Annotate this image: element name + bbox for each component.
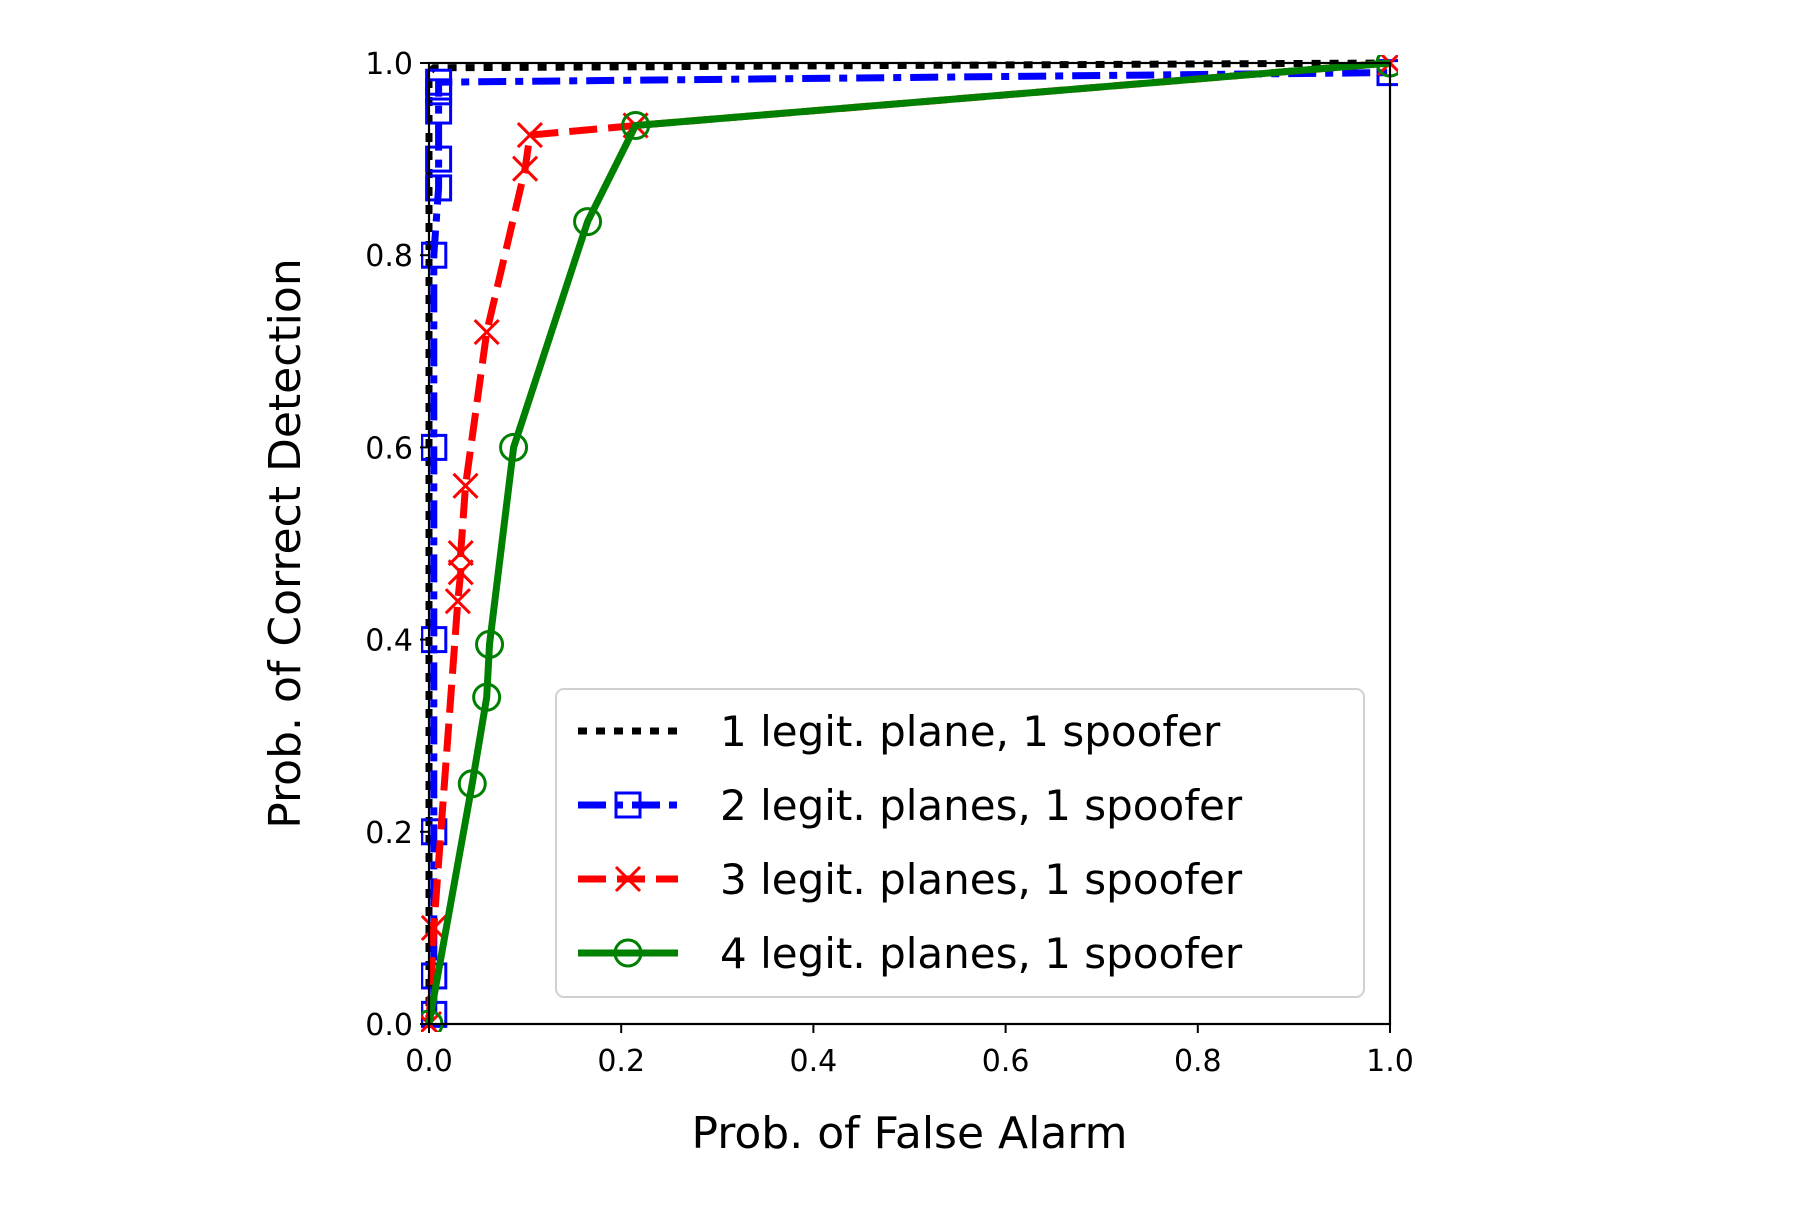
data-point [457, 769, 487, 799]
y-tick-label: 0.6 [365, 431, 413, 466]
x-tick-label: 0.2 [597, 1044, 645, 1079]
y-tick-label: 0.0 [365, 1008, 413, 1043]
data-point [425, 68, 453, 96]
data-point [425, 97, 453, 125]
legend-entry: 4 legit. planes, 1 spoofer [578, 929, 1243, 978]
x-tick-label: 0.0 [405, 1044, 453, 1079]
x-tick-label: 1.0 [1366, 1044, 1414, 1079]
legend-label: 2 legit. planes, 1 spoofer [720, 781, 1243, 830]
ticks-layer: 0.0 0.2 0.4 0.6 0.8 1.0 0.0 0.2 0.4 0.6 0.8 1.0 [365, 47, 1414, 1079]
data-point [499, 432, 529, 462]
x-axis-label: Prob. of False Alarm [691, 1108, 1127, 1159]
legend-entry: 3 legit. planes, 1 spoofer [578, 855, 1243, 904]
x-tick-label: 0.4 [790, 1044, 838, 1079]
y-tick-label: 0.4 [365, 624, 413, 659]
data-point [425, 174, 453, 202]
legend-entry: 1 legit. plane, 1 spoofer [578, 707, 1221, 756]
y-tick-label: 0.2 [365, 816, 413, 851]
data-point [475, 629, 505, 659]
data-point [444, 588, 471, 615]
data-point [447, 540, 474, 567]
x-tick-label: 0.6 [982, 1044, 1030, 1079]
legend-label: 1 legit. plane, 1 spoofer [720, 707, 1221, 756]
data-point [425, 145, 453, 173]
legend-marker [614, 865, 642, 893]
legend-label: 3 legit. planes, 1 spoofer [720, 855, 1243, 904]
data-point [573, 207, 603, 237]
legend-label: 4 legit. planes, 1 spoofer [720, 929, 1243, 978]
y-tick-label: 0.8 [365, 239, 413, 274]
data-point [452, 472, 479, 499]
legend-marker [613, 938, 643, 968]
legend: 1 legit. plane, 1 spoofer 2 legit. planes… [555, 688, 1365, 998]
data-point [472, 682, 502, 712]
series-line [425, 59, 1391, 1025]
series-line [425, 59, 1391, 1025]
legend-entry: 2 legit. planes, 1 spoofer [578, 781, 1243, 830]
data-point [473, 319, 500, 346]
series-line [430, 69, 1391, 1015]
data-point [447, 559, 474, 586]
x-tick-label: 0.8 [1174, 1044, 1222, 1079]
data-point [621, 110, 651, 140]
data-point [516, 122, 543, 149]
data-point [512, 155, 539, 182]
y-tick-label: 1.0 [365, 47, 413, 82]
legend-marker [614, 791, 642, 819]
plot-frame [427, 61, 1392, 1026]
legend-frame [555, 688, 1365, 998]
y-axis-label: Prob. of Correct Detection [260, 258, 311, 828]
